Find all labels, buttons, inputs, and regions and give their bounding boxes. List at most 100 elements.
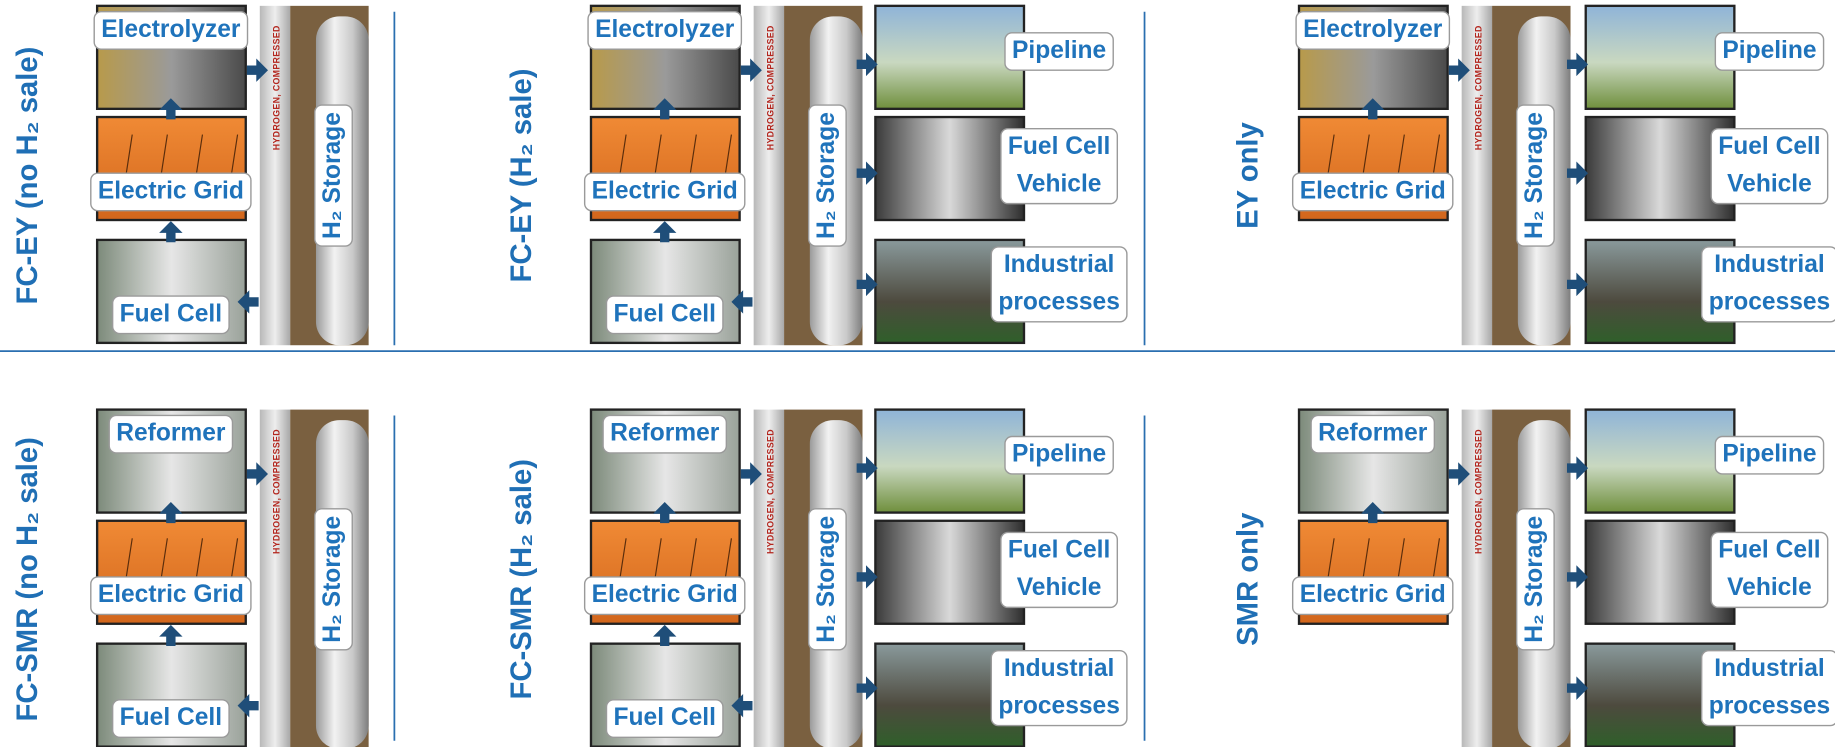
use-label-text: Industrial — [1714, 655, 1825, 682]
panel-title: FC-EY (H₂ sale) — [506, 69, 538, 283]
panel-title: FC-EY (no H₂ sale) — [12, 47, 44, 305]
use-label-text: Pipeline — [1012, 37, 1106, 64]
tank-text: HYDROGEN, COMPRESSED — [1474, 429, 1484, 554]
source-label-text: Electric Grid — [592, 177, 738, 204]
use-label-text: processes — [998, 289, 1120, 316]
use-image — [875, 410, 1024, 513]
use-label: Industrial processes — [1702, 651, 1835, 726]
tank-text: HYDROGEN, COMPRESSED — [1474, 25, 1484, 150]
use-label-text: processes — [1709, 289, 1831, 316]
source-label-text: Reformer — [116, 420, 226, 447]
diagram: FC-EY (no H₂ sale) Electrolyzer Electric G… — [0, 0, 1835, 747]
use-label-text: processes — [1709, 692, 1831, 719]
use-image — [1586, 410, 1735, 513]
use-label: Fuel Cell Vehicle — [1711, 532, 1827, 607]
use-label-text: Vehicle — [1017, 574, 1102, 601]
source-label: Reformer — [603, 415, 726, 452]
use-label-text: Industrial — [1714, 251, 1825, 278]
source-label-text: Electric Grid — [1300, 177, 1446, 204]
storage: H₂ Storage — [1517, 509, 1554, 650]
source-label: Fuel Cell — [113, 296, 229, 333]
use-label-text: Pipeline — [1722, 37, 1816, 64]
storage-label: H₂ Storage — [315, 509, 352, 650]
source-label-text: Electrolyzer — [1303, 16, 1443, 43]
source-label: Electric Grid — [585, 173, 745, 210]
storage-label-text: H₂ Storage — [813, 112, 840, 239]
use-label: Pipeline — [1715, 437, 1823, 474]
use-label-text: Industrial — [1004, 655, 1115, 682]
use-label: Fuel Cell Vehicle — [1001, 129, 1117, 204]
storage: H₂ Storage — [1517, 105, 1554, 246]
storage: H₂ Storage — [315, 509, 352, 650]
source-label-text: Electric Grid — [98, 581, 244, 608]
use-label-text: Fuel Cell — [1008, 537, 1110, 564]
use-label-text: Vehicle — [1727, 170, 1812, 197]
source-label: Fuel Cell — [607, 700, 723, 737]
source-label-text: Electric Grid — [98, 177, 244, 204]
panel-title: FC-SMR (no H₂ sale) — [12, 437, 44, 721]
use-label: Pipeline — [1005, 33, 1113, 70]
panel: FC-SMR (H₂ sale) Reformer Electric Grid Fue… — [506, 410, 1127, 747]
panel-title: SMR only — [1233, 512, 1265, 646]
source-label-text: Electric Grid — [1300, 581, 1446, 608]
panel-title: EY only — [1233, 121, 1265, 228]
source-label-text: Fuel Cell — [614, 704, 716, 731]
source-label-text: Reformer — [1318, 420, 1428, 447]
storage: H₂ Storage — [809, 509, 846, 650]
source-label-text: Fuel Cell — [120, 300, 222, 327]
panel-title: FC-SMR (H₂ sale) — [506, 459, 538, 700]
source-label: Electrolyzer — [1296, 12, 1449, 49]
use-label-text: Fuel Cell — [1718, 133, 1820, 160]
source-label-text: Electrolyzer — [101, 16, 241, 43]
use-label-text: Vehicle — [1017, 170, 1102, 197]
use-label: Fuel Cell Vehicle — [1001, 532, 1117, 607]
source-label: Fuel Cell — [113, 700, 229, 737]
storage-label-text: H₂ Storage — [1521, 112, 1548, 239]
source-label: Electric Grid — [1293, 577, 1453, 614]
source-label: Reformer — [1311, 415, 1434, 452]
panel: SMR only Reformer Electric Grid HYDROGEN, C… — [1233, 410, 1835, 747]
source-label-text: Fuel Cell — [120, 704, 222, 731]
source-label-text: Electric Grid — [592, 581, 738, 608]
use-label: Industrial processes — [991, 247, 1127, 322]
storage-label-text: H₂ Storage — [813, 516, 840, 643]
source-label: Electrolyzer — [588, 12, 741, 49]
source-label: Electric Grid — [91, 173, 251, 210]
tank-text: HYDROGEN, COMPRESSED — [272, 429, 282, 554]
use-image — [1586, 6, 1735, 109]
panel: FC-SMR (no H₂ sale) Reformer Electric Grid… — [12, 410, 369, 747]
use-label: Industrial processes — [1702, 247, 1835, 322]
use-label-text: processes — [998, 692, 1120, 719]
use-label-text: Pipeline — [1722, 441, 1816, 468]
use-label-text: Pipeline — [1012, 441, 1106, 468]
storage: H₂ Storage — [809, 105, 846, 246]
use-label: Pipeline — [1005, 437, 1113, 474]
source-label: Electrolyzer — [94, 12, 247, 49]
source-label: Reformer — [109, 415, 232, 452]
use-label-text: Fuel Cell — [1718, 537, 1820, 564]
storage-label-text: H₂ Storage — [1521, 516, 1548, 643]
use-label-text: Industrial — [1004, 251, 1115, 278]
source-label-text: Fuel Cell — [614, 300, 716, 327]
storage-label: H₂ Storage — [809, 105, 846, 246]
use-label: Pipeline — [1715, 33, 1823, 70]
storage-label: H₂ Storage — [1517, 105, 1554, 246]
use-label: Industrial processes — [991, 651, 1127, 726]
storage-label: H₂ Storage — [1517, 509, 1554, 650]
source-label: Electric Grid — [1293, 173, 1453, 210]
storage: H₂ Storage — [315, 105, 352, 246]
source-label-text: Electrolyzer — [595, 16, 735, 43]
use-image — [875, 6, 1024, 109]
storage-label: H₂ Storage — [315, 105, 352, 246]
content: FC-EY (no H₂ sale) Electrolyzer Electric G… — [0, 6, 1835, 747]
use-label-text: Vehicle — [1727, 574, 1812, 601]
use-label: Fuel Cell Vehicle — [1711, 129, 1827, 204]
source-label-text: Reformer — [610, 420, 720, 447]
storage-label: H₂ Storage — [809, 509, 846, 650]
tank-text: HYDROGEN, COMPRESSED — [766, 25, 776, 150]
source-label: Electric Grid — [585, 577, 745, 614]
storage-label-text: H₂ Storage — [319, 516, 346, 643]
use-label-text: Fuel Cell — [1008, 133, 1110, 160]
source-label: Fuel Cell — [607, 296, 723, 333]
panel: EY only Electrolyzer Electric Grid HYDROGEN… — [1233, 6, 1835, 345]
